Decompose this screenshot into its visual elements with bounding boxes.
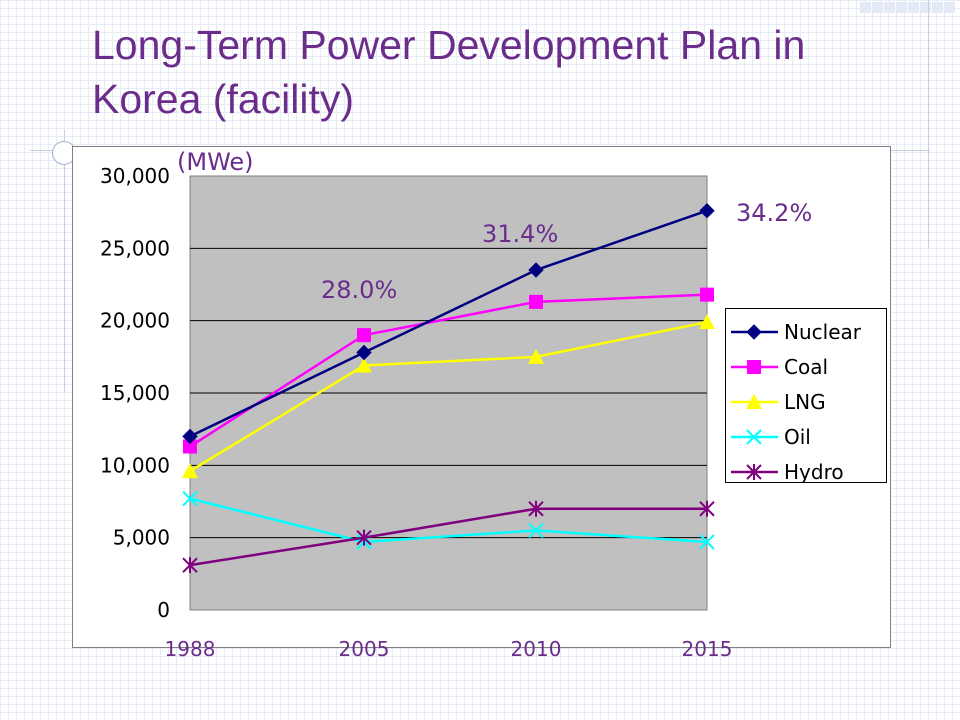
x-tick-label: 2010 [511, 637, 562, 661]
y-tick-label: 15,000 [100, 381, 170, 405]
data-point [182, 490, 198, 507]
series-line [189, 497, 708, 544]
gridlines [190, 247, 707, 539]
data-point [528, 262, 544, 278]
series-coal [183, 287, 714, 454]
series-line [189, 507, 707, 567]
unit-label: (MWe) [177, 148, 254, 176]
legend-entry-nuclear: Nuclear [731, 320, 862, 344]
x-axis-ticks: 1988 2005 2010 2015 [165, 637, 733, 661]
data-point [700, 287, 714, 302]
y-tick-label: 30,000 [100, 164, 170, 188]
x-tick-label: 1988 [165, 637, 216, 661]
data-point [528, 522, 544, 539]
data-point [183, 439, 197, 454]
legend: Nuclear Coal LNG Oil Hydro [725, 308, 887, 483]
legend-entry-oil: Oil [731, 425, 811, 449]
data-point [356, 344, 372, 361]
data-point [528, 500, 544, 517]
series-layer [182, 203, 715, 574]
series-line [189, 320, 708, 473]
series-line [189, 209, 708, 438]
data-point [747, 360, 761, 374]
data-point [746, 324, 762, 340]
share-label-2010: 31.4% [482, 220, 559, 248]
decorative-line [64, 130, 65, 392]
data-point [356, 529, 372, 546]
data-point [746, 394, 762, 409]
data-point [746, 429, 762, 445]
legend-entry-coal: Coal [731, 355, 828, 379]
legend-label: Nuclear [784, 320, 862, 344]
share-label-2015: 34.2% [736, 199, 813, 227]
data-point [746, 464, 762, 480]
corner-decoration [860, 0, 960, 13]
series-lng [182, 314, 715, 479]
legend-entries: Nuclear Coal LNG Oil Hydro [731, 320, 862, 483]
legend-label: Oil [784, 425, 811, 449]
series-hydro [182, 500, 715, 574]
y-tick-label: 5,000 [113, 526, 170, 550]
y-axis-ticks: 0 5,000 10,000 15,000 20,000 25,000 30,000 [100, 164, 170, 622]
legend-label: Coal [784, 355, 828, 379]
y-tick-label: 0 [157, 598, 170, 622]
share-label-2005: 28.0% [321, 276, 398, 304]
slide-title: Long-Term Power Development Plan in Kore… [92, 22, 806, 122]
data-point [528, 348, 544, 364]
data-point [529, 294, 543, 309]
legend-label: LNG [784, 390, 826, 414]
series-nuclear [182, 203, 715, 445]
x-tick-label: 2015 [682, 637, 733, 661]
data-point [356, 357, 372, 373]
decorative-line [928, 0, 929, 248]
legend-label: Hydro [784, 460, 844, 483]
data-point [182, 463, 198, 479]
y-tick-label: 10,000 [100, 453, 170, 477]
legend-entry-hydro: Hydro [731, 460, 844, 483]
data-point [699, 203, 715, 219]
y-tick-label: 20,000 [100, 309, 170, 333]
x-tick-label: 2005 [339, 637, 390, 661]
data-point [357, 328, 371, 343]
data-point [182, 428, 198, 445]
data-point [182, 557, 198, 574]
legend-entry-lng: LNG [731, 390, 826, 414]
data-point [699, 314, 715, 330]
y-tick-label: 25,000 [100, 236, 170, 260]
data-point [699, 534, 715, 550]
data-point [699, 500, 715, 517]
series-line [189, 293, 708, 448]
